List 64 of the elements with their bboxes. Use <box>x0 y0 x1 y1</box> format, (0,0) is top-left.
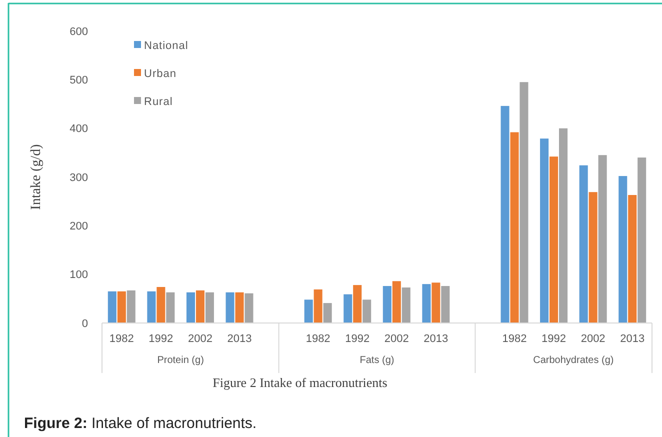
bar <box>186 292 195 323</box>
legend-label: Rural <box>144 96 173 108</box>
bar <box>588 192 598 323</box>
bar <box>126 290 136 323</box>
bar <box>304 300 313 323</box>
caption: Figure 2: Intake of macronutrients. <box>24 415 257 432</box>
bar <box>166 292 175 323</box>
bar <box>353 285 362 323</box>
legend-label: National <box>144 40 188 52</box>
x-tick-label: 2013 <box>424 333 448 345</box>
bar <box>579 165 588 323</box>
y-axis-title: Intake (g/d) <box>29 144 44 210</box>
bar <box>628 195 637 323</box>
bar <box>362 300 372 323</box>
x-tick-label: 1992 <box>345 333 370 345</box>
x-tick-label: 1982 <box>109 333 134 345</box>
bar <box>520 82 528 323</box>
x-tick-label: 2002 <box>580 333 606 345</box>
x-tick-label: 1982 <box>306 333 330 345</box>
y-tick-label: 400 <box>70 123 88 136</box>
bar <box>156 286 166 323</box>
bar <box>510 132 519 323</box>
x-tick-label: 2002 <box>384 333 409 345</box>
x-tick-label: 1992 <box>148 333 174 345</box>
bar <box>244 293 254 323</box>
bar <box>196 290 204 323</box>
bar <box>226 292 234 323</box>
bar <box>147 291 156 323</box>
y-tick-label: 500 <box>70 74 88 87</box>
y-tick-label: 0 <box>82 318 88 330</box>
bar <box>598 155 607 323</box>
bar <box>550 156 558 323</box>
bar <box>314 289 322 323</box>
bar <box>344 294 352 323</box>
text: Carbohydrates (g) <box>533 355 614 366</box>
x-tick-label: 1992 <box>542 333 566 345</box>
bar <box>432 282 440 323</box>
bar <box>500 106 510 323</box>
text: Protein (g) <box>157 355 204 366</box>
bar <box>441 286 450 323</box>
y-tick-label: 200 <box>70 220 88 233</box>
bar <box>235 292 244 323</box>
bar <box>402 287 410 323</box>
y-tick-label: 100 <box>70 269 88 282</box>
legend-label: Urban <box>144 68 176 80</box>
bar <box>117 291 126 323</box>
text: Fats (g) <box>360 355 394 366</box>
bar <box>108 291 116 323</box>
x-tick-label: 2013 <box>620 333 645 345</box>
y-tick-label: 600 <box>70 26 88 38</box>
x-tick-label: 2002 <box>188 333 212 345</box>
bar <box>323 303 332 323</box>
x-tick-label: 2013 <box>227 333 252 345</box>
bar <box>392 281 401 323</box>
y-tick-label: 300 <box>70 172 88 184</box>
text: Figure 2 Intake of macronutrients <box>212 375 388 390</box>
x-tick-label: 1982 <box>502 333 527 345</box>
bar <box>422 284 431 323</box>
bar <box>618 176 628 323</box>
bar <box>540 138 549 323</box>
bar <box>638 158 646 323</box>
bar <box>205 292 214 323</box>
bar <box>559 128 568 323</box>
bar <box>382 286 392 323</box>
